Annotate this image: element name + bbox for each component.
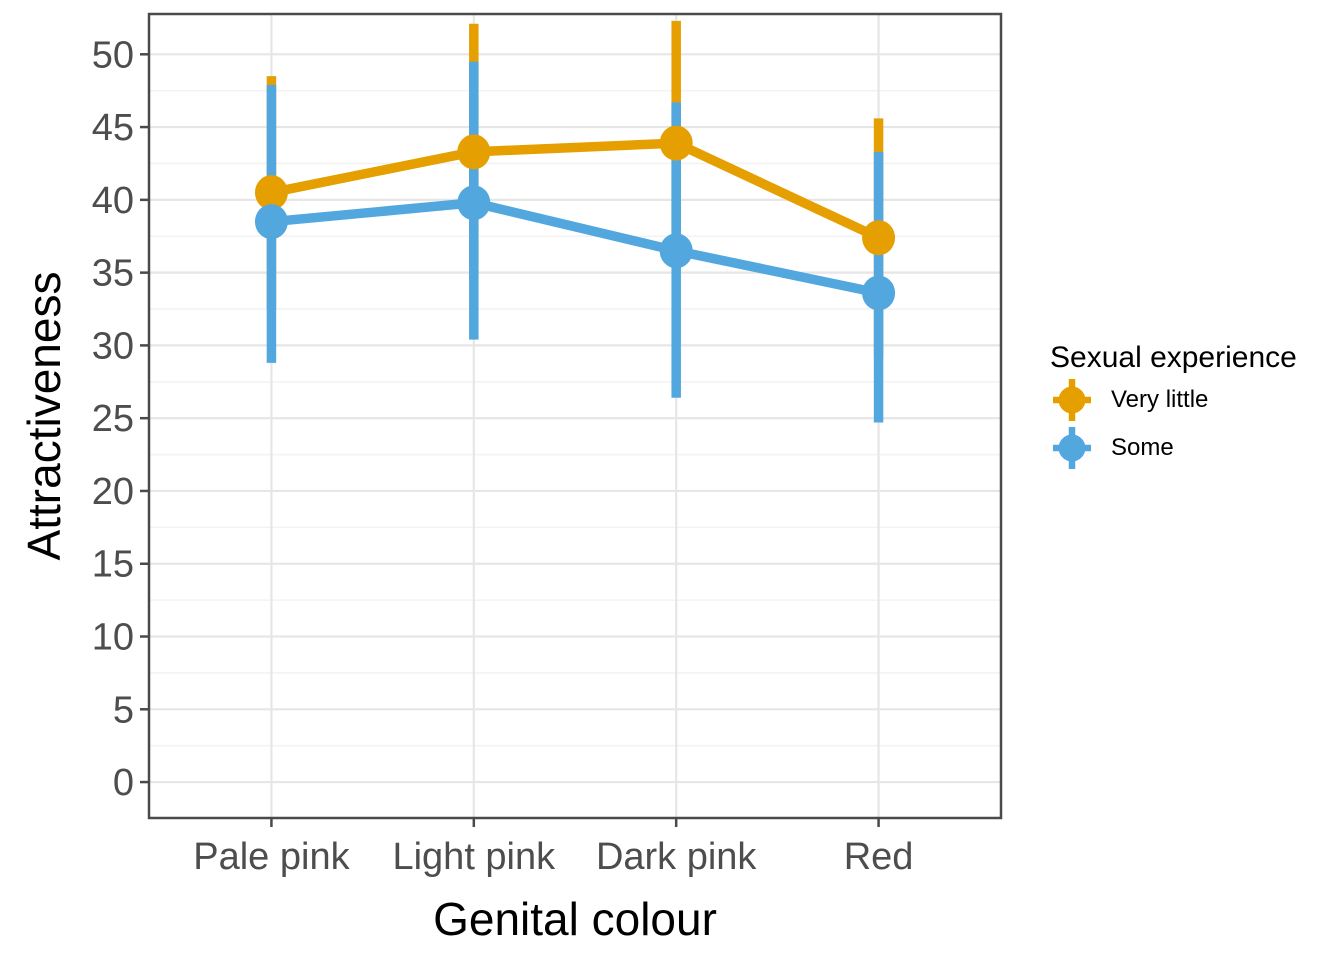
- pointrange-key-icon: [1053, 427, 1091, 469]
- x-tick-label: Pale pink: [193, 836, 350, 878]
- x-axis-title: Genital colour: [433, 893, 717, 945]
- y-tick-label: 25: [92, 398, 134, 440]
- y-axis-title: Attractiveness: [18, 271, 70, 561]
- y-tick-label: 30: [92, 325, 134, 367]
- data-point: [254, 204, 288, 240]
- y-tick-label: 10: [92, 617, 134, 659]
- legend-item-some: Some: [1050, 424, 1340, 472]
- legend-title: Sexual experience: [1050, 341, 1297, 374]
- legend-label-some: Some: [1111, 434, 1174, 461]
- data-point: [457, 134, 491, 170]
- legend-item-very-little: Very little: [1050, 376, 1340, 424]
- data-point: [457, 185, 491, 221]
- y-tick-label: 45: [92, 107, 134, 149]
- y-tick-label: 15: [92, 544, 134, 586]
- data-point: [862, 275, 896, 311]
- data-point: [254, 175, 288, 211]
- data-point: [862, 220, 896, 256]
- data-point: [659, 233, 693, 269]
- y-tick-label: 50: [92, 34, 134, 76]
- legend-label-very-little: Very little: [1111, 386, 1209, 413]
- data-point: [659, 125, 693, 161]
- y-tick-label: 40: [92, 180, 134, 222]
- pointrange-key-icon: [1053, 379, 1091, 421]
- series-line: [270, 138, 881, 242]
- series-line: [270, 198, 880, 298]
- x-tick-label: Dark pink: [596, 836, 757, 878]
- legend: Sexual experience Very little Some: [1040, 340, 1340, 472]
- y-tick-label: 5: [113, 689, 134, 731]
- y-tick-label: 20: [92, 471, 134, 513]
- y-tick-label: 35: [92, 253, 134, 295]
- plot-panel-border: [147, 12, 1003, 820]
- y-tick-label: 0: [113, 762, 134, 804]
- x-tick-label: Red: [844, 836, 914, 878]
- x-tick-label: Light pink: [392, 836, 556, 878]
